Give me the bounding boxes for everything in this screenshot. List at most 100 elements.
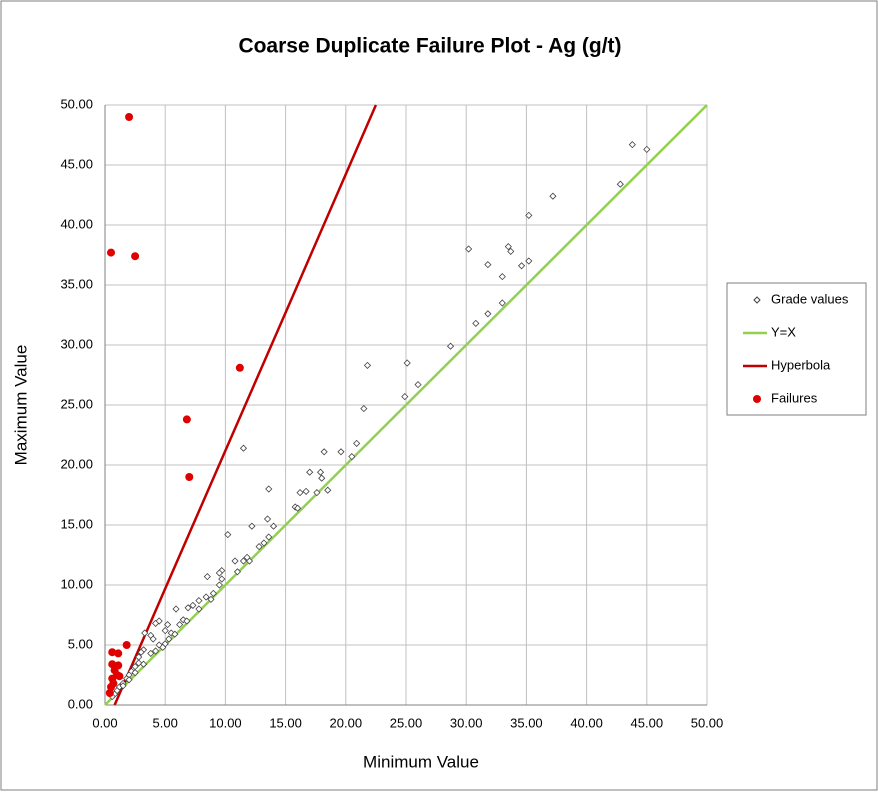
point: [484, 261, 492, 269]
x-tick-label: 0.00: [92, 715, 117, 730]
x-tick-label: 10.00: [209, 715, 242, 730]
legend-swatch: [753, 395, 761, 403]
line: [104, 104, 708, 706]
point: [504, 243, 512, 251]
point: [172, 605, 180, 613]
chart-title: Coarse Duplicate Failure Plot - Ag (g/t): [238, 35, 621, 58]
point: [224, 531, 232, 539]
point: [507, 247, 515, 255]
point: [195, 605, 203, 613]
point: [119, 682, 127, 690]
point: [348, 453, 356, 461]
x-tick-label: 50.00: [691, 715, 724, 730]
point: [203, 573, 211, 581]
point: [149, 635, 157, 643]
x-tick-label: 35.00: [510, 715, 543, 730]
point: [233, 568, 242, 576]
legend-label: Grade values: [771, 291, 849, 306]
line: [113, 104, 378, 706]
point: [165, 635, 173, 643]
legend: [726, 282, 867, 416]
point: [628, 141, 636, 149]
point: [159, 643, 167, 651]
x-tick-label: 5.00: [153, 715, 178, 730]
y-axis-label: Maximum Value: [11, 345, 30, 466]
x-tick-label: 25.00: [390, 715, 423, 730]
point: [164, 621, 172, 629]
y-tick-label: 20.00: [60, 456, 93, 471]
point: [125, 113, 134, 121]
point: [403, 359, 411, 367]
legend-label: Hyperbola: [771, 357, 831, 372]
point: [218, 575, 226, 583]
point: [306, 468, 314, 476]
point: [263, 515, 272, 523]
point: [239, 444, 248, 452]
point: [313, 489, 321, 497]
x-tick-label: 45.00: [631, 715, 664, 730]
point: [239, 557, 248, 565]
point: [269, 522, 278, 530]
point: [141, 629, 149, 637]
y-tick-label: 0.00: [68, 696, 93, 711]
point: [525, 257, 533, 265]
point: [207, 595, 215, 603]
point: [189, 601, 197, 609]
y-tick-label: 10.00: [60, 576, 93, 591]
point: [152, 647, 160, 655]
point: [107, 248, 116, 257]
point: [255, 543, 263, 551]
point: [316, 468, 325, 476]
point: [525, 211, 533, 219]
point: [243, 553, 251, 561]
point: [176, 621, 184, 629]
point: [105, 689, 114, 697]
point: [337, 448, 345, 456]
point: [446, 342, 455, 350]
point: [265, 485, 273, 493]
y-tick-label: 15.00: [60, 516, 93, 531]
point: [108, 660, 117, 669]
point: [161, 627, 169, 635]
y-tick-label: 30.00: [60, 336, 93, 351]
legend-label: Y=X: [771, 324, 796, 339]
point: [171, 630, 179, 638]
point: [320, 448, 328, 456]
point: [324, 486, 332, 494]
point: [302, 487, 310, 495]
point: [215, 569, 223, 577]
point: [353, 439, 361, 447]
point: [131, 669, 139, 677]
x-tick-label: 20.00: [330, 715, 363, 730]
x-axis-label: Minimum Value: [363, 752, 479, 771]
legend-swatch: [753, 296, 761, 304]
point: [209, 589, 217, 597]
point: [152, 619, 160, 627]
point: [131, 252, 140, 261]
point: [318, 474, 326, 482]
point: [139, 660, 148, 668]
point: [363, 361, 372, 369]
point: [202, 593, 210, 601]
point: [135, 659, 143, 667]
point: [109, 679, 118, 688]
x-tick-label: 15.00: [269, 715, 302, 730]
point: [125, 676, 133, 684]
point: [114, 649, 123, 658]
point: [185, 473, 194, 481]
point: [231, 557, 239, 565]
y-tick-label: 25.00: [60, 396, 93, 411]
point: [184, 604, 192, 612]
legend-label: Failures: [771, 390, 818, 405]
point: [137, 648, 145, 656]
point: [215, 581, 223, 589]
point: [414, 381, 422, 389]
point: [518, 262, 526, 270]
x-tick-label: 30.00: [450, 715, 483, 730]
point: [616, 180, 624, 188]
point: [294, 504, 302, 512]
point: [465, 245, 473, 253]
point: [265, 533, 273, 541]
point: [115, 672, 124, 681]
